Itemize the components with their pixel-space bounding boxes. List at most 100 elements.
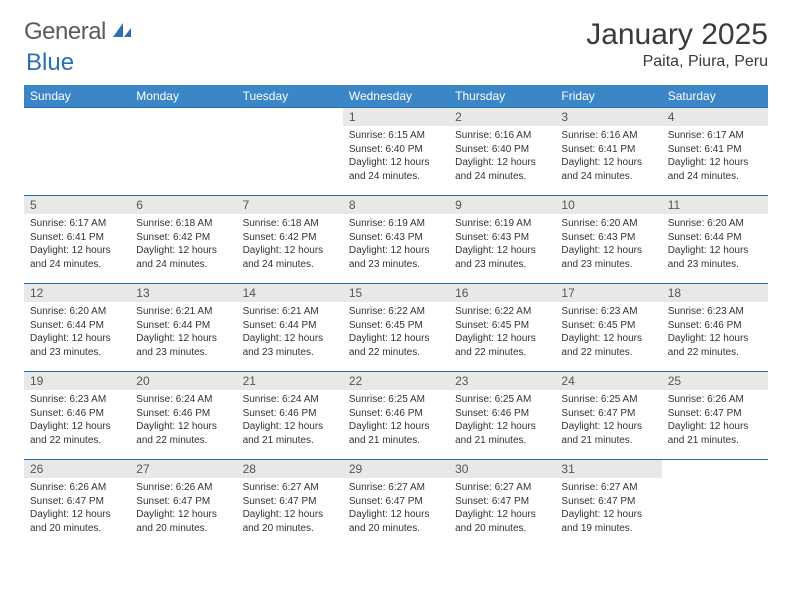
day-number: 24: [555, 372, 661, 390]
day-number: 4: [662, 108, 768, 126]
weekday-sunday: Sunday: [24, 85, 130, 108]
weekday-saturday: Saturday: [662, 85, 768, 108]
day-content: Sunrise: 6:21 AMSunset: 6:44 PMDaylight:…: [130, 302, 236, 363]
day-content: Sunrise: 6:23 AMSunset: 6:46 PMDaylight:…: [662, 302, 768, 363]
day-cell: 27Sunrise: 6:26 AMSunset: 6:47 PMDayligh…: [130, 460, 236, 548]
empty-cell: [130, 108, 236, 196]
day-cell: 19Sunrise: 6:23 AMSunset: 6:46 PMDayligh…: [24, 372, 130, 460]
day-content: Sunrise: 6:27 AMSunset: 6:47 PMDaylight:…: [237, 478, 343, 539]
day-cell: 16Sunrise: 6:22 AMSunset: 6:45 PMDayligh…: [449, 284, 555, 372]
day-number: 2: [449, 108, 555, 126]
day-cell: 13Sunrise: 6:21 AMSunset: 6:44 PMDayligh…: [130, 284, 236, 372]
day-cell: 3Sunrise: 6:16 AMSunset: 6:41 PMDaylight…: [555, 108, 661, 196]
day-content: Sunrise: 6:24 AMSunset: 6:46 PMDaylight:…: [130, 390, 236, 451]
day-number: 8: [343, 196, 449, 214]
calendar-row: 5Sunrise: 6:17 AMSunset: 6:41 PMDaylight…: [24, 196, 768, 284]
day-content: Sunrise: 6:25 AMSunset: 6:46 PMDaylight:…: [449, 390, 555, 451]
day-content: Sunrise: 6:21 AMSunset: 6:44 PMDaylight:…: [237, 302, 343, 363]
calendar-row: 12Sunrise: 6:20 AMSunset: 6:44 PMDayligh…: [24, 284, 768, 372]
day-content: Sunrise: 6:25 AMSunset: 6:46 PMDaylight:…: [343, 390, 449, 451]
day-cell: 9Sunrise: 6:19 AMSunset: 6:43 PMDaylight…: [449, 196, 555, 284]
day-cell: 11Sunrise: 6:20 AMSunset: 6:44 PMDayligh…: [662, 196, 768, 284]
weekday-header-row: SundayMondayTuesdayWednesdayThursdayFrid…: [24, 85, 768, 108]
day-number: 13: [130, 284, 236, 302]
day-number: 14: [237, 284, 343, 302]
day-number: 1: [343, 108, 449, 126]
day-cell: 1Sunrise: 6:15 AMSunset: 6:40 PMDaylight…: [343, 108, 449, 196]
day-cell: 18Sunrise: 6:23 AMSunset: 6:46 PMDayligh…: [662, 284, 768, 372]
day-content: Sunrise: 6:26 AMSunset: 6:47 PMDaylight:…: [24, 478, 130, 539]
day-content: Sunrise: 6:25 AMSunset: 6:47 PMDaylight:…: [555, 390, 661, 451]
day-content: Sunrise: 6:16 AMSunset: 6:41 PMDaylight:…: [555, 126, 661, 187]
day-number: 10: [555, 196, 661, 214]
month-title: January 2025: [586, 18, 768, 51]
logo: General: [24, 18, 135, 46]
weekday-monday: Monday: [130, 85, 236, 108]
day-number: 16: [449, 284, 555, 302]
day-number: 3: [555, 108, 661, 126]
day-content: Sunrise: 6:17 AMSunset: 6:41 PMDaylight:…: [662, 126, 768, 187]
day-content: Sunrise: 6:23 AMSunset: 6:45 PMDaylight:…: [555, 302, 661, 363]
day-cell: 7Sunrise: 6:18 AMSunset: 6:42 PMDaylight…: [237, 196, 343, 284]
day-content: Sunrise: 6:17 AMSunset: 6:41 PMDaylight:…: [24, 214, 130, 275]
day-cell: 2Sunrise: 6:16 AMSunset: 6:40 PMDaylight…: [449, 108, 555, 196]
day-number: 20: [130, 372, 236, 390]
day-number: 6: [130, 196, 236, 214]
day-cell: 28Sunrise: 6:27 AMSunset: 6:47 PMDayligh…: [237, 460, 343, 548]
day-number: 31: [555, 460, 661, 478]
day-content: Sunrise: 6:20 AMSunset: 6:44 PMDaylight:…: [24, 302, 130, 363]
logo-text-general: General: [24, 18, 106, 46]
day-number: 25: [662, 372, 768, 390]
day-content: Sunrise: 6:15 AMSunset: 6:40 PMDaylight:…: [343, 126, 449, 187]
day-number: 28: [237, 460, 343, 478]
day-content: Sunrise: 6:22 AMSunset: 6:45 PMDaylight:…: [343, 302, 449, 363]
calendar-row: 1Sunrise: 6:15 AMSunset: 6:40 PMDaylight…: [24, 108, 768, 196]
weekday-thursday: Thursday: [449, 85, 555, 108]
day-content: Sunrise: 6:27 AMSunset: 6:47 PMDaylight:…: [449, 478, 555, 539]
weekday-friday: Friday: [555, 85, 661, 108]
day-cell: 5Sunrise: 6:17 AMSunset: 6:41 PMDaylight…: [24, 196, 130, 284]
logo-text-blue: Blue: [26, 49, 74, 76]
day-content: Sunrise: 6:18 AMSunset: 6:42 PMDaylight:…: [130, 214, 236, 275]
day-cell: 26Sunrise: 6:26 AMSunset: 6:47 PMDayligh…: [24, 460, 130, 548]
day-cell: 29Sunrise: 6:27 AMSunset: 6:47 PMDayligh…: [343, 460, 449, 548]
day-content: Sunrise: 6:24 AMSunset: 6:46 PMDaylight:…: [237, 390, 343, 451]
empty-cell: [662, 460, 768, 548]
day-cell: 12Sunrise: 6:20 AMSunset: 6:44 PMDayligh…: [24, 284, 130, 372]
day-number: 7: [237, 196, 343, 214]
day-number: 30: [449, 460, 555, 478]
day-number: 27: [130, 460, 236, 478]
day-number: 11: [662, 196, 768, 214]
day-number: 9: [449, 196, 555, 214]
day-cell: 6Sunrise: 6:18 AMSunset: 6:42 PMDaylight…: [130, 196, 236, 284]
day-number: 18: [662, 284, 768, 302]
day-number: 21: [237, 372, 343, 390]
day-content: Sunrise: 6:26 AMSunset: 6:47 PMDaylight:…: [130, 478, 236, 539]
day-content: Sunrise: 6:20 AMSunset: 6:43 PMDaylight:…: [555, 214, 661, 275]
day-content: Sunrise: 6:27 AMSunset: 6:47 PMDaylight:…: [343, 478, 449, 539]
day-number: 19: [24, 372, 130, 390]
day-content: Sunrise: 6:22 AMSunset: 6:45 PMDaylight:…: [449, 302, 555, 363]
day-content: Sunrise: 6:19 AMSunset: 6:43 PMDaylight:…: [449, 214, 555, 275]
weekday-wednesday: Wednesday: [343, 85, 449, 108]
day-cell: 30Sunrise: 6:27 AMSunset: 6:47 PMDayligh…: [449, 460, 555, 548]
day-content: Sunrise: 6:16 AMSunset: 6:40 PMDaylight:…: [449, 126, 555, 187]
day-cell: 24Sunrise: 6:25 AMSunset: 6:47 PMDayligh…: [555, 372, 661, 460]
day-content: Sunrise: 6:20 AMSunset: 6:44 PMDaylight:…: [662, 214, 768, 275]
empty-cell: [24, 108, 130, 196]
calendar-row: 26Sunrise: 6:26 AMSunset: 6:47 PMDayligh…: [24, 460, 768, 548]
day-content: Sunrise: 6:27 AMSunset: 6:47 PMDaylight:…: [555, 478, 661, 539]
day-cell: 25Sunrise: 6:26 AMSunset: 6:47 PMDayligh…: [662, 372, 768, 460]
day-cell: 15Sunrise: 6:22 AMSunset: 6:45 PMDayligh…: [343, 284, 449, 372]
day-content: Sunrise: 6:19 AMSunset: 6:43 PMDaylight:…: [343, 214, 449, 275]
day-number: 12: [24, 284, 130, 302]
logo-sail-icon: [111, 18, 133, 46]
day-cell: 17Sunrise: 6:23 AMSunset: 6:45 PMDayligh…: [555, 284, 661, 372]
calendar-body: 1Sunrise: 6:15 AMSunset: 6:40 PMDaylight…: [24, 108, 768, 548]
day-cell: 8Sunrise: 6:19 AMSunset: 6:43 PMDaylight…: [343, 196, 449, 284]
day-content: Sunrise: 6:18 AMSunset: 6:42 PMDaylight:…: [237, 214, 343, 275]
day-cell: 14Sunrise: 6:21 AMSunset: 6:44 PMDayligh…: [237, 284, 343, 372]
day-cell: 22Sunrise: 6:25 AMSunset: 6:46 PMDayligh…: [343, 372, 449, 460]
day-number: 26: [24, 460, 130, 478]
calendar-row: 19Sunrise: 6:23 AMSunset: 6:46 PMDayligh…: [24, 372, 768, 460]
